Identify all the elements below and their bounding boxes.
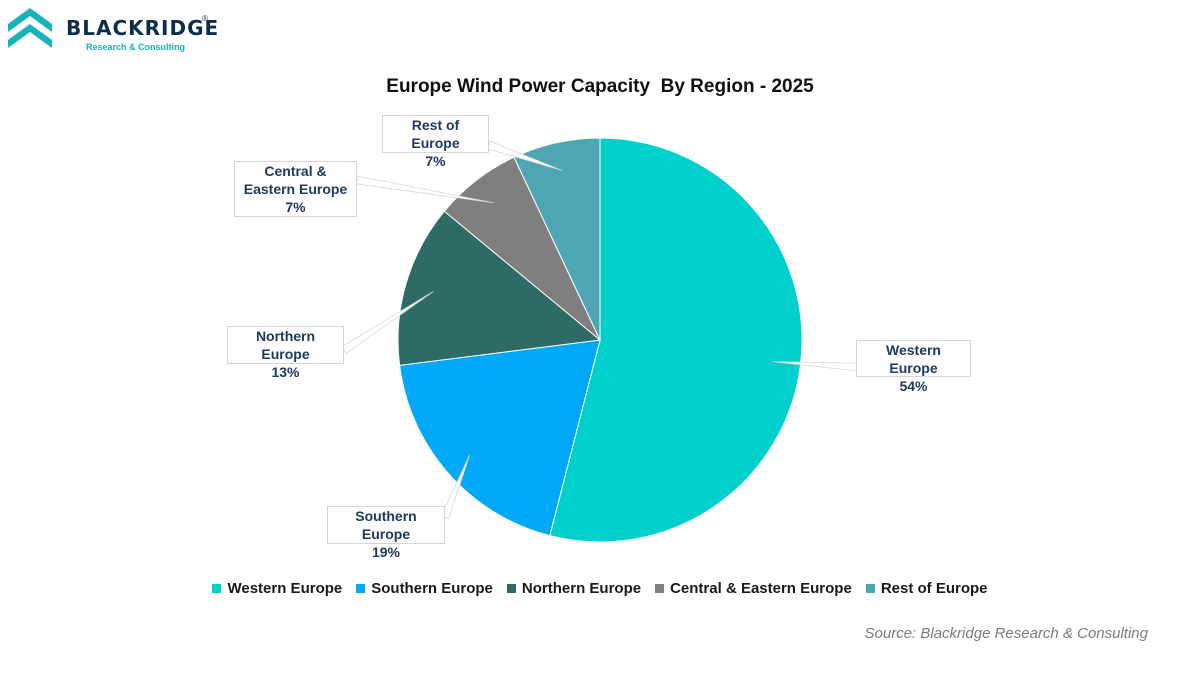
legend-item: Northern Europe (506, 580, 642, 597)
brand-logo: BLACKRIDGE ® Research & Consulting (6, 8, 220, 52)
brand-tagline: Research & Consulting (86, 42, 186, 52)
logo-chevron-icon (8, 8, 52, 48)
legend-item: Rest of Europe (865, 580, 988, 597)
slice-label-value: 13% (271, 364, 300, 380)
legend-item: Western Europe (212, 580, 342, 597)
legend-swatch (356, 584, 366, 593)
slice-label-name: Northern Europe (255, 328, 316, 362)
slice-data-label: Rest of Europe 7% (382, 115, 489, 169)
legend-swatch (865, 584, 875, 593)
registered-mark: ® (202, 14, 208, 23)
legend-label: Rest of Europe (880, 580, 988, 597)
legend-swatch (506, 584, 516, 593)
pie-slice-southern-europe (399, 339, 601, 537)
slice-data-label: Southern Europe 19% (327, 506, 445, 560)
slice-data-label: Central & Eastern Europe 7% (234, 161, 357, 217)
legend-label: Southern Europe (371, 580, 493, 597)
slice-label-name: Central & Eastern Europe (243, 163, 348, 197)
label-leader-line (487, 140, 563, 171)
slice-label-value: 7% (285, 199, 306, 215)
source-note: Source: Blackridge Research & Consulting (864, 625, 1148, 642)
legend-label: Western Europe (227, 580, 343, 597)
legend-item: Central & Eastern Europe (655, 580, 852, 597)
legend-swatch (655, 584, 665, 593)
label-leader-line (341, 291, 434, 354)
label-leader-line (440, 454, 471, 520)
legend-item: Southern Europe (356, 580, 493, 597)
legend-label: Central & Eastern Europe (670, 580, 852, 597)
chart-title: Europe Wind Power Capacity By Region - 2… (386, 76, 814, 97)
slice-label-value: 7% (425, 153, 446, 169)
slice-label-name: Western Europe (886, 342, 941, 376)
slice-data-label: Western Europe 54% (856, 340, 971, 394)
slice-label-value: 19% (371, 544, 401, 560)
pie-slice-western-europe (549, 137, 803, 543)
slice-label-name: Rest of Europe (411, 117, 460, 151)
pie-slice-rest-of-europe (513, 137, 601, 341)
legend-label: Northern Europe (521, 580, 642, 597)
slice-label-name: Southern Europe (355, 508, 417, 542)
chart-legend: Western Europe Southern Europe Northern Eu… (0, 580, 1200, 597)
pie-slice-northern-europe (397, 210, 602, 366)
slice-data-label: Northern Europe 13% (227, 326, 344, 380)
legend-swatch (212, 584, 222, 593)
label-leader-line (355, 175, 494, 204)
brand-name: BLACKRIDGE (66, 16, 220, 40)
slice-label-value: 54% (899, 378, 928, 394)
